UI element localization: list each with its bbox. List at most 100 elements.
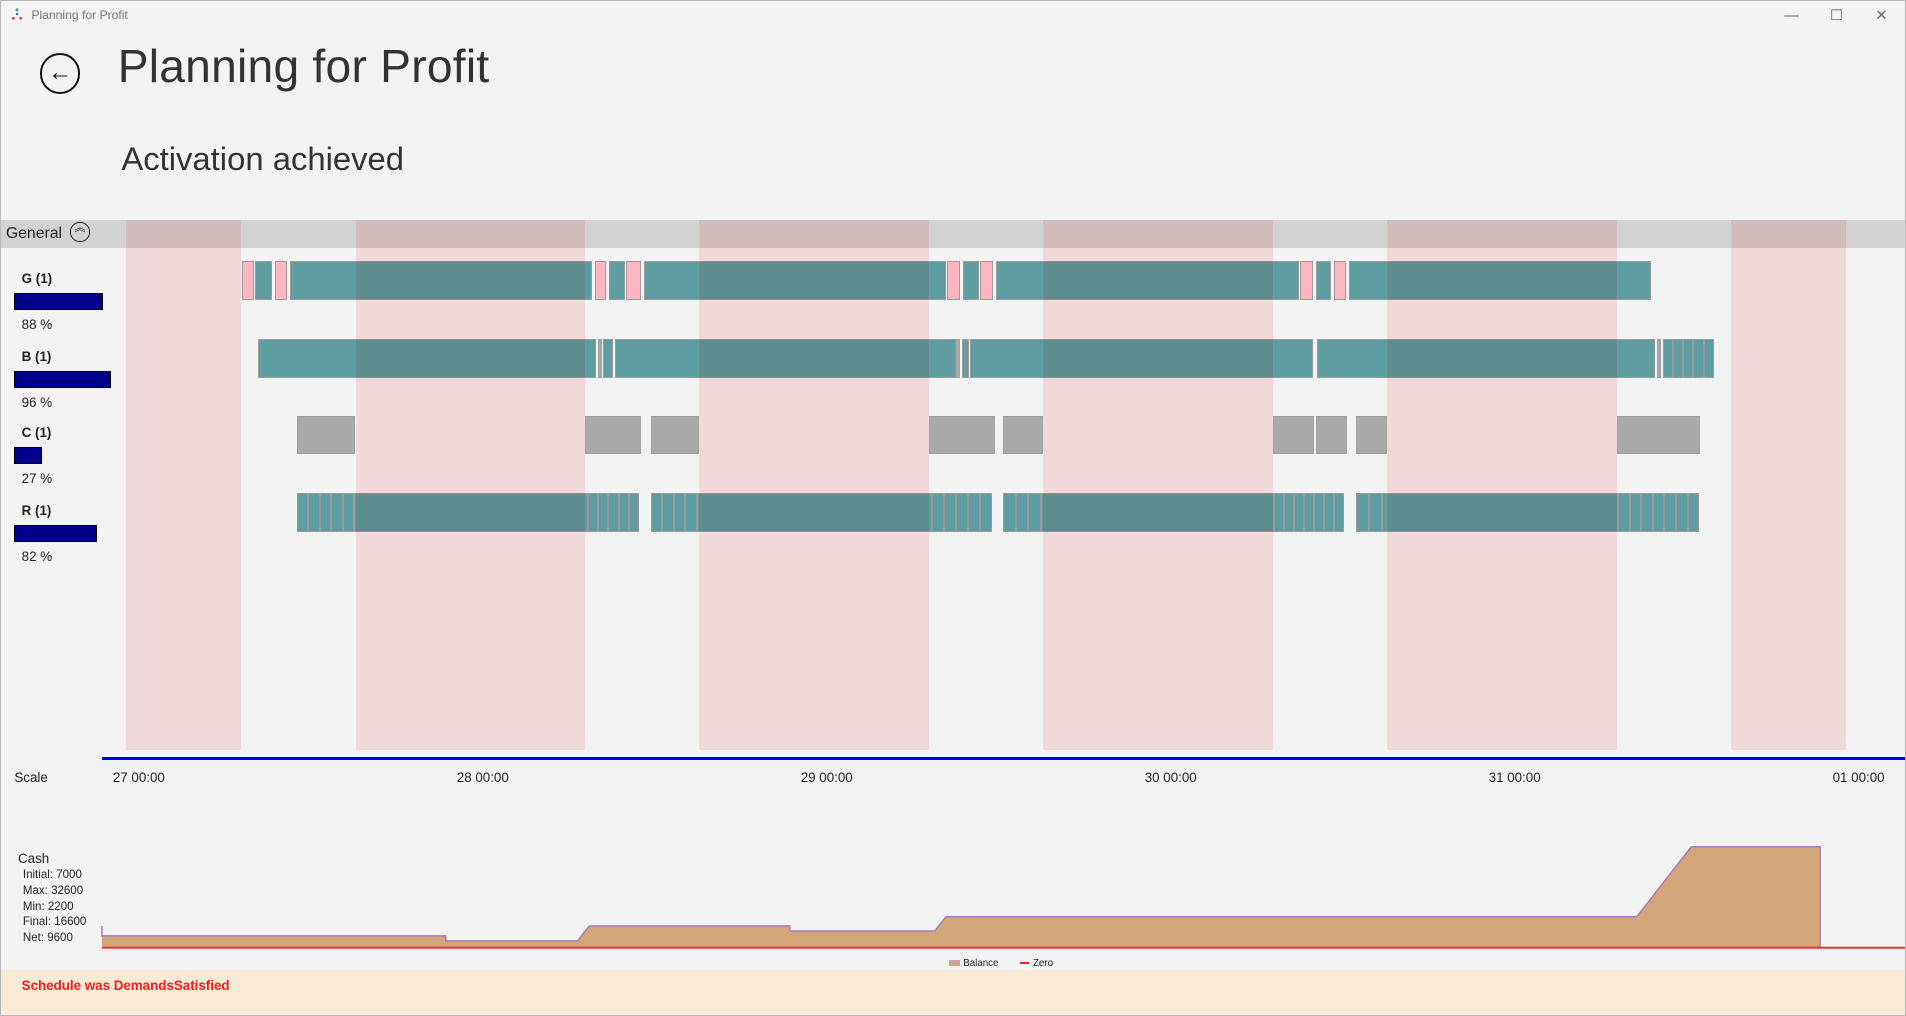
back-button[interactable]: ← [39,53,81,94]
gantt-task-run[interactable] [1641,493,1653,533]
gantt-task-run[interactable] [1028,493,1041,533]
gantt-task-run[interactable] [296,493,309,533]
gantt-task-run[interactable] [673,493,686,533]
utilization-bar [14,292,104,310]
gantt-task-run[interactable] [255,261,273,301]
gantt-task-run[interactable] [650,493,663,533]
gantt-task-run[interactable] [1703,338,1715,378]
gantt-task-run[interactable] [696,493,932,533]
gantt-task-run[interactable] [1015,493,1029,533]
gantt-task-run[interactable] [1672,338,1684,378]
gantt-task-run[interactable] [1381,493,1619,533]
legend-zero: Zero [1019,958,1053,969]
gantt-task-idle[interactable] [1272,415,1315,455]
gantt-task-idle[interactable] [1355,415,1388,455]
gantt-task-run[interactable] [979,493,992,533]
gantt-task-setup[interactable] [980,261,994,301]
gantt-task-idle[interactable] [1616,415,1700,455]
gantt-task-run[interactable] [1317,338,1656,378]
gantt-task-run[interactable] [970,338,1313,378]
gantt-task-idle[interactable] [584,415,641,455]
gantt-task-run[interactable] [1683,338,1694,378]
gantt-task-run[interactable] [1664,493,1676,533]
gantt-task-run[interactable] [1315,261,1332,301]
collapse-chevron-up-icon[interactable]: ︽ [70,222,90,242]
gantt-task-run[interactable] [342,493,355,533]
arrow-left-icon: ← [47,59,73,87]
minimize-button[interactable]: — [1784,7,1799,24]
gantt-task-run[interactable] [1675,493,1688,533]
gantt-task-idle[interactable] [1656,338,1662,378]
resource-label: R (1) [21,503,52,519]
gantt-task-setup[interactable] [275,261,287,301]
gantt-task-run[interactable] [289,261,592,301]
gantt-task-run[interactable] [685,493,697,533]
group-label: General [5,224,63,242]
close-button[interactable]: ✕ [1875,8,1888,25]
gantt-task-setup[interactable] [1299,261,1313,301]
gantt-task-run[interactable] [603,338,614,378]
gantt-task-run[interactable] [587,493,598,533]
gantt-task-run[interactable] [1274,493,1285,533]
gantt-task-run[interactable] [1040,493,1275,533]
gantt-task-run[interactable] [628,493,640,533]
utilization-percent: 88 % [21,317,53,333]
gantt-task-run[interactable] [1284,493,1295,533]
gantt-task-run[interactable] [319,493,332,533]
time-tick-label: 29 00:00 [800,770,853,786]
gantt-task-setup[interactable] [594,261,607,301]
maximize-button[interactable]: ☐ [1829,8,1844,25]
scale-label: Scale [14,770,48,786]
gantt-task-run[interactable] [618,493,629,533]
gantt-task-run[interactable] [1652,493,1665,533]
gantt-task-setup[interactable] [626,261,641,301]
gantt-task-idle[interactable] [928,415,995,455]
gantt-task-idle[interactable] [296,415,356,455]
gantt-task-run[interactable] [931,493,944,533]
gantt-task-run[interactable] [597,493,609,533]
balance-area [101,846,1821,948]
gantt-task-run[interactable] [354,493,588,533]
gantt-task-run[interactable] [1304,493,1315,533]
utilization-bar [14,447,42,465]
gantt-task-setup[interactable] [947,261,961,301]
gantt-task-run[interactable] [1629,493,1642,533]
gantt-task-run[interactable] [1348,261,1652,301]
gantt-task-run[interactable] [943,493,956,533]
gantt-task-run[interactable] [955,493,968,533]
app-logo-icon [11,8,22,20]
gantt-task-idle[interactable] [1315,415,1348,455]
gantt-task-setup[interactable] [242,261,254,301]
gantt-task-run[interactable] [963,261,979,301]
gantt-task-run[interactable] [1687,493,1700,533]
gantt-task-run[interactable] [967,493,980,533]
gantt-task-idle[interactable] [955,338,961,378]
gantt-task-run[interactable] [643,261,946,301]
gantt-task-idle[interactable] [1003,415,1044,455]
gantt-task-run[interactable] [308,493,320,533]
gantt-task-run[interactable] [1693,338,1704,378]
gantt-task-setup[interactable] [1334,261,1346,301]
gantt-task-idle[interactable] [650,415,700,455]
gantt-task-run[interactable] [1355,493,1369,533]
gantt-task-run[interactable] [1368,493,1382,533]
gantt-task-run[interactable] [614,338,956,378]
gantt-task-run[interactable] [1618,493,1630,533]
gantt-task-run[interactable] [1662,338,1673,378]
gantt-task-run[interactable] [1003,493,1016,533]
time-tick-label: 27 00:00 [112,770,165,786]
gantt-task-run[interactable] [1334,493,1345,533]
gantt-task-run[interactable] [1294,493,1305,533]
gantt-task-run[interactable] [662,493,674,533]
gantt-task-run[interactable] [258,338,597,378]
gantt-task-run[interactable] [609,261,625,301]
cash-title: Cash [18,850,50,866]
gantt-task-run[interactable] [996,261,1299,301]
night-shift-band [126,219,241,750]
gantt-task-run[interactable] [1314,493,1325,533]
gantt-task-run[interactable] [331,493,343,533]
gantt-task-run[interactable] [1324,493,1335,533]
gantt-task-run[interactable] [608,493,619,533]
gantt-task-idle[interactable] [597,338,602,378]
gantt-task-run[interactable] [961,338,969,378]
